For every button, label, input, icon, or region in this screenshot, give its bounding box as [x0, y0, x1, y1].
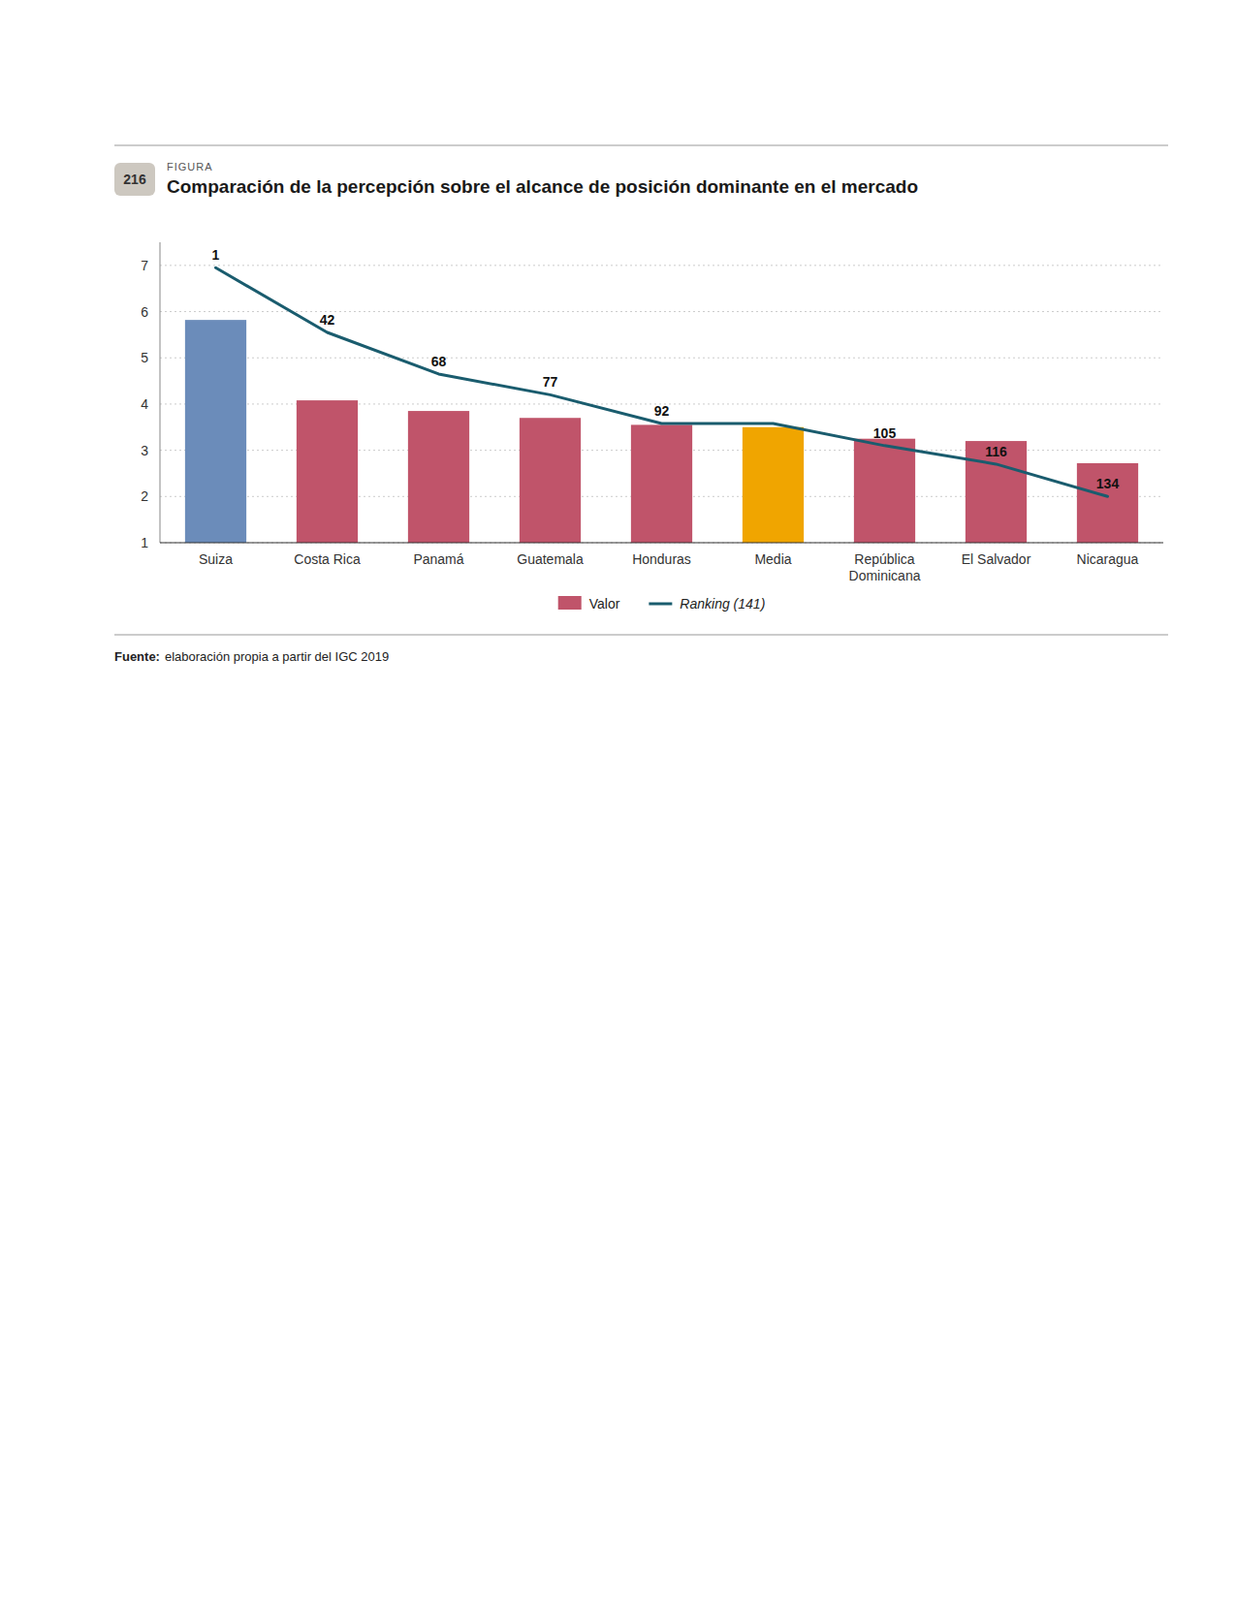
legend-label: Valor — [589, 596, 621, 612]
grid-line — [159, 542, 1164, 544]
x-tick-label-line: Panamá — [412, 551, 464, 568]
y-tick-label: 2 — [140, 488, 149, 505]
ranking-label: 92 — [654, 403, 670, 419]
x-tick-label: Costa Rica — [293, 551, 361, 568]
bar — [631, 424, 693, 543]
y-tick-label: 4 — [140, 396, 149, 412]
footer-rule — [114, 634, 1169, 636]
bar — [1077, 463, 1139, 543]
bar — [296, 400, 358, 543]
x-tick-label-line: Costa Rica — [293, 551, 361, 568]
ranking-label: 68 — [431, 353, 447, 370]
y-tick-label: 7 — [140, 257, 149, 274]
bar — [519, 417, 581, 543]
legend-swatch — [648, 602, 672, 606]
ranking-label: 1 — [212, 247, 221, 263]
x-tick-label-line: El Salvador — [961, 551, 1032, 568]
ranking-label: 116 — [984, 443, 1008, 460]
x-tick-label: El Salvador — [961, 551, 1032, 568]
bar — [408, 411, 470, 543]
legend: Valor Ranking (141) — [558, 596, 766, 612]
legend-item: Valor — [558, 596, 621, 612]
y-tick-label: 5 — [140, 349, 149, 366]
y-tick-label: 1 — [140, 535, 149, 551]
figure-badge — [114, 162, 156, 196]
ranking-label: 42 — [319, 312, 336, 328]
y-axis-line — [159, 242, 161, 543]
figure-number: 216 — [123, 171, 147, 188]
grid-line — [159, 357, 1164, 359]
figure-label: FIGURA — [166, 160, 214, 173]
x-tick-label: Panamá — [412, 551, 464, 568]
x-tick-label-line: Honduras — [632, 551, 692, 568]
x-tick-label-line: Nicaragua — [1077, 551, 1140, 568]
x-tick-label: Guatemala — [516, 551, 584, 568]
data-marks — [185, 267, 1139, 543]
ranking-label: 134 — [1096, 475, 1120, 492]
legend-swatch — [558, 596, 582, 610]
chart: 216FIGURAComparación de la percepción so… — [0, 0, 1236, 1600]
header-rule — [114, 145, 1169, 147]
y-tick-label: 3 — [140, 443, 149, 459]
x-axis-line — [159, 541, 1164, 543]
title: Comparación de la percepción sobre el al… — [166, 176, 919, 197]
x-tick-label: Suiza — [198, 551, 233, 568]
source-label: Fuente: — [114, 649, 160, 665]
legend-item: Ranking (141) — [648, 596, 765, 612]
ranking-label: 77 — [542, 374, 559, 390]
bar — [185, 319, 247, 543]
x-tick-label-line: Dominicana — [849, 568, 921, 584]
x-tick-label-line: Guatemala — [516, 551, 584, 568]
x-tick-label-line: Media — [754, 551, 792, 568]
bar — [965, 441, 1027, 543]
x-tick-label-line: Suiza — [198, 551, 233, 568]
line — [216, 267, 1109, 497]
source-text: elaboración propia a partir del IGC 2019 — [164, 649, 389, 665]
x-tick-label: Nicaragua — [1077, 551, 1140, 568]
source: Fuente:elaboración propia a partir del I… — [114, 649, 389, 665]
legend-label: Ranking (141) — [679, 596, 765, 612]
y-tick-label: 6 — [140, 304, 149, 320]
grid-line — [159, 311, 1164, 313]
ranking-label: 105 — [873, 425, 897, 442]
grid-line — [159, 264, 1164, 266]
x-tick-label-line: República — [854, 551, 915, 568]
bar — [742, 427, 804, 543]
x-tick-label: Media — [754, 551, 792, 568]
x-tick-label: RepúblicaDominicana — [849, 551, 921, 584]
bar — [854, 439, 916, 543]
x-tick-label: Honduras — [632, 551, 692, 568]
